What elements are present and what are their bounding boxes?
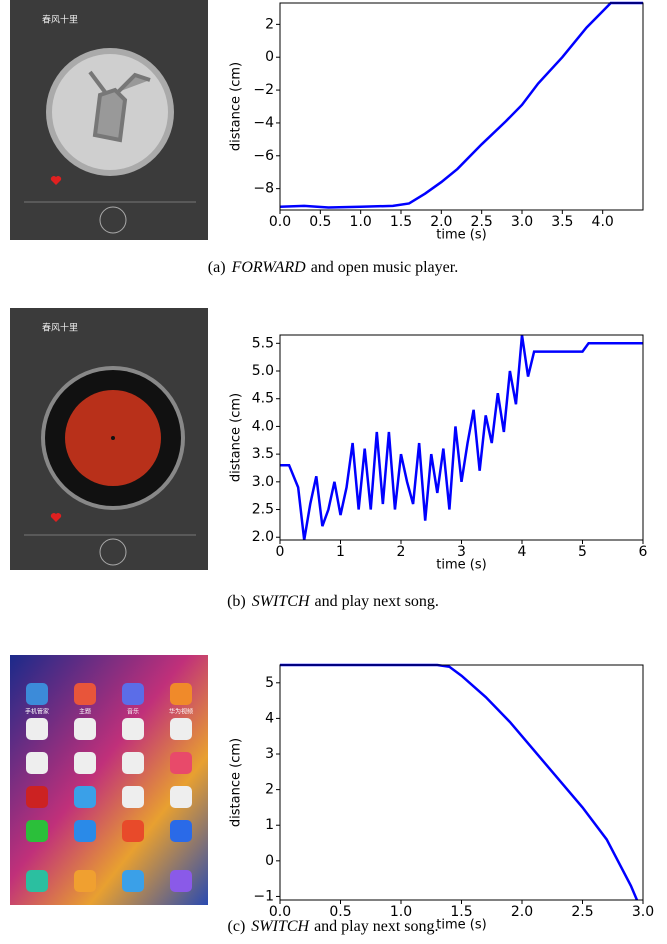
y-tick-label: 4: [265, 710, 274, 726]
y-tick-label: 3: [265, 746, 274, 762]
x-axis-label: time (s): [436, 558, 486, 573]
app-label: 主题: [79, 708, 91, 716]
data-line: [280, 335, 643, 540]
x-tick-label: 1.5: [390, 214, 412, 230]
y-tick-label: 0: [265, 853, 274, 869]
y-tick-label: 5.5: [252, 335, 274, 351]
caption-text: and play next song.: [314, 918, 438, 935]
y-axis-label: distance (cm): [229, 738, 244, 827]
x-tick-label: 6: [639, 544, 648, 560]
x-tick-label: 5: [578, 544, 587, 560]
plot-frame: [280, 3, 643, 210]
y-tick-label: 3.5: [252, 446, 274, 462]
y-axis-label: distance (cm): [229, 393, 244, 482]
x-tick-label: 2: [397, 544, 406, 560]
caption-keyword: SWITCH: [252, 593, 311, 610]
y-tick-label: −8: [253, 181, 274, 197]
y-tick-label: 2: [265, 16, 274, 32]
app-label: 音乐: [127, 708, 139, 716]
app-icon: [74, 683, 96, 705]
x-tick-label: 4: [518, 544, 527, 560]
y-tick-label: 4.0: [252, 418, 274, 434]
caption-label: (b): [227, 593, 246, 610]
y-tick-label: 0: [265, 49, 274, 65]
y-tick-label: 2.0: [252, 529, 274, 545]
x-tick-label: 3.5: [551, 214, 573, 230]
app-icon: [122, 683, 144, 705]
caption-label: (c): [228, 918, 246, 935]
song-title: 春风十里: [42, 322, 78, 334]
x-tick-label: 0.5: [309, 214, 331, 230]
disc-hole: [111, 436, 115, 440]
y-tick-label: 1: [265, 817, 274, 833]
caption-keyword: FORWARD: [231, 259, 307, 276]
y-tick-label: 5: [265, 675, 274, 691]
data-line: [280, 665, 637, 900]
x-tick-label: 1.0: [350, 214, 372, 230]
plot-frame: [280, 335, 643, 540]
song-title: 春风十里: [42, 14, 78, 26]
y-tick-label: 5.0: [252, 363, 274, 379]
caption-label: (a): [208, 259, 226, 276]
y-tick-label: 2: [265, 782, 274, 798]
app-label: 手机管家: [25, 708, 49, 716]
figure: 春风十里 春风十里 手机管家 主题 音乐 华为视频: [0, 0, 667, 940]
app-label: 华为视频: [169, 708, 193, 716]
data-line: [280, 3, 643, 208]
x-axis-label: time (s): [436, 918, 486, 933]
y-tick-label: 2.5: [252, 502, 274, 518]
y-tick-label: −6: [253, 148, 274, 164]
y-axis-label: distance (cm): [229, 62, 244, 151]
x-tick-label: 0: [276, 544, 285, 560]
plot-frame: [280, 665, 643, 900]
screenshot-music-b: 春风十里: [10, 308, 208, 570]
caption-text: and open music player.: [311, 259, 459, 276]
x-tick-label: 2.0: [511, 904, 533, 920]
app-icon: [26, 683, 48, 705]
x-tick-label: 4.0: [592, 214, 614, 230]
screenshot-music-a: 春风十里: [10, 0, 208, 240]
x-tick-label: 3.0: [511, 214, 533, 230]
y-tick-label: −2: [253, 82, 274, 98]
y-tick-label: 4.5: [252, 391, 274, 407]
page: 春风十里 春风十里 手机管家 主题 音乐 华为视频: [0, 0, 667, 944]
caption-text: and play next song.: [315, 593, 439, 610]
x-axis-label: time (s): [436, 228, 486, 243]
x-tick-label: 0.0: [269, 214, 291, 230]
y-tick-label: 3.0: [252, 474, 274, 490]
app-icon: [170, 683, 192, 705]
screenshot-home: 手机管家 主题 音乐 华为视频: [10, 655, 208, 905]
y-tick-label: −1: [253, 888, 274, 904]
x-tick-label: 3.0: [632, 904, 654, 920]
y-tick-label: −4: [253, 115, 274, 131]
caption-keyword: SWITCH: [251, 918, 310, 935]
x-tick-label: 2.5: [571, 904, 593, 920]
x-tick-label: 1: [336, 544, 345, 560]
